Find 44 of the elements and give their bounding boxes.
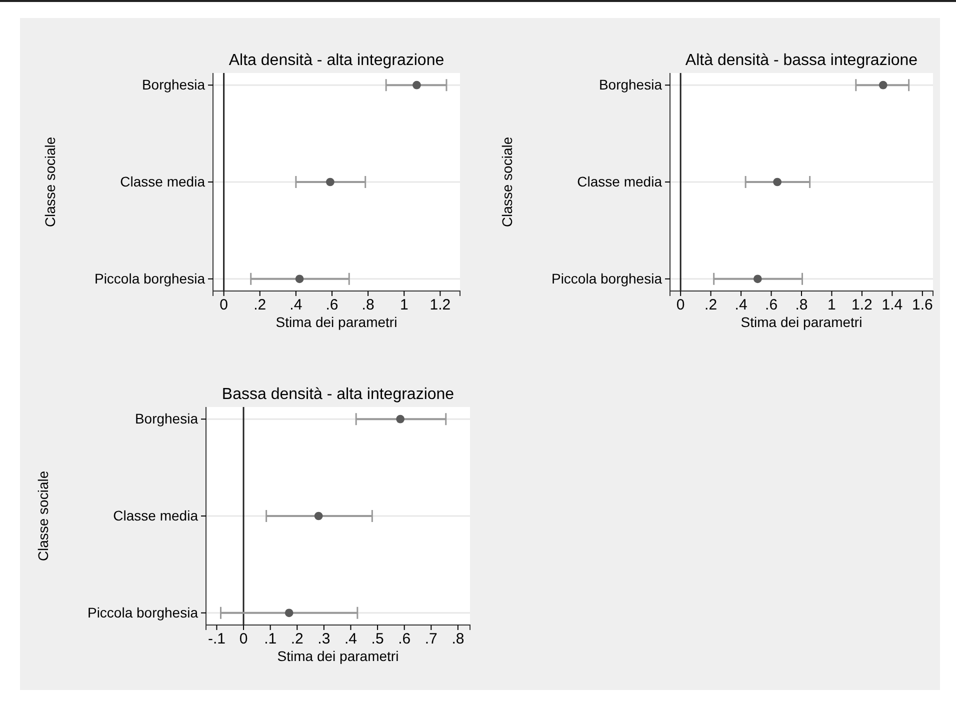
x-tick-label: .5 bbox=[371, 630, 384, 648]
chart-title: Altà densità - bassa integrazione bbox=[685, 52, 918, 69]
y-axis-title: Classe sociale bbox=[35, 470, 51, 562]
x-tick-label: 0 bbox=[676, 296, 685, 314]
x-tick-label: 0 bbox=[220, 296, 228, 314]
x-tick-label: .6 bbox=[326, 296, 338, 314]
y-tick-label: Borghesia bbox=[598, 76, 662, 93]
y-axis-title: Classe sociale bbox=[499, 136, 515, 228]
y-tick-label: Classe media bbox=[113, 507, 198, 524]
x-tick-label: 0 bbox=[239, 630, 248, 648]
x-tick-label: .7 bbox=[424, 630, 438, 648]
x-tick-label: 1.2 bbox=[852, 296, 872, 314]
x-tick-label: .8 bbox=[362, 296, 374, 314]
y-tick-label: Piccola borghesia bbox=[94, 270, 206, 286]
x-tick-label: -.1 bbox=[208, 630, 226, 648]
x-tick-label: .6 bbox=[398, 630, 411, 648]
y-tick-label: Piccola borghesia bbox=[87, 604, 198, 620]
chart-title: Bassa densità - alta integrazione bbox=[222, 386, 454, 403]
x-tick-label: .4 bbox=[344, 630, 357, 648]
x-tick-label: .8 bbox=[452, 630, 464, 648]
x-tick-label: .2 bbox=[704, 296, 718, 314]
x-tick-label: 1 bbox=[400, 296, 408, 314]
x-tick-label: .8 bbox=[795, 296, 808, 314]
x-tick-label: .1 bbox=[264, 630, 277, 648]
x-tick-label: .4 bbox=[290, 296, 302, 314]
chart-title: Alta densità - alta integrazione bbox=[228, 52, 444, 69]
y-tick-label: Borghesia bbox=[134, 410, 198, 427]
y-tick-label: Classe media bbox=[120, 173, 206, 190]
x-axis-title: Stima dei parametri bbox=[277, 648, 399, 664]
x-tick-label: .6 bbox=[765, 296, 778, 314]
x-tick-label: .2 bbox=[290, 630, 304, 648]
y-tick-label: Piccola borghesia bbox=[551, 270, 662, 286]
x-tick-label: 1.6 bbox=[912, 296, 933, 314]
x-tick-label: 1.4 bbox=[882, 296, 903, 314]
x-tick-label: .3 bbox=[318, 630, 330, 648]
x-tick-label: 1 bbox=[828, 296, 836, 314]
y-axis-title: Classe sociale bbox=[42, 136, 58, 228]
x-tick-label: .4 bbox=[734, 296, 748, 314]
y-tick-label: Borghesia bbox=[142, 76, 206, 93]
x-axis-title: Stima dei parametri bbox=[740, 314, 862, 330]
x-tick-label: .2 bbox=[254, 296, 266, 314]
x-tick-label: 1.2 bbox=[430, 296, 451, 314]
x-axis-title: Stima dei parametri bbox=[276, 314, 398, 330]
y-tick-label: Classe media bbox=[577, 173, 662, 190]
